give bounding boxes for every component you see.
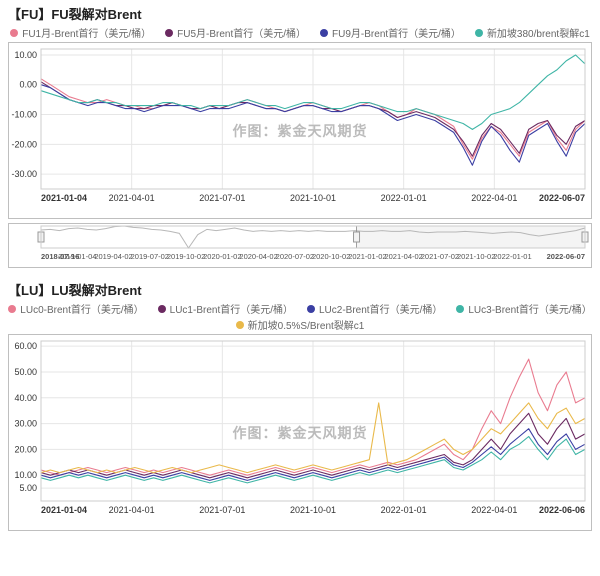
svg-text:-30.00: -30.00 [11,169,37,179]
svg-text:2021-07-01: 2021-07-01 [199,505,245,515]
legend-item[interactable]: FU9月-Brent首行（美元/桶） [320,25,461,40]
legend-label: FU5月-Brent首行（美元/桶） [177,25,306,40]
legend-item[interactable]: 新加坡0.5%S/Brent裂解c1 [236,317,365,332]
svg-text:2019-10-02: 2019-10-02 [167,252,205,261]
legend-swatch [8,305,16,313]
svg-text:2021-04-01: 2021-04-01 [109,505,155,515]
svg-text:2020-07-02: 2020-07-02 [276,252,314,261]
legend-label: LUc3-Brent首行（美元/桶） [468,301,591,316]
legend-item[interactable]: LUc1-Brent首行（美元/桶） [158,301,293,316]
panel-fu: 【FU】FU裂解对Brent FU1月-Brent首行（美元/桶） FU5月-Br… [0,0,600,276]
svg-text:2020-04-02: 2020-04-02 [239,252,277,261]
legend-label: LUc1-Brent首行（美元/桶） [170,301,293,316]
legend-swatch [475,29,483,37]
svg-text:2022-01-01: 2022-01-01 [493,252,531,261]
legend-item[interactable]: LUc3-Brent首行（美元/桶） [456,301,591,316]
panel-lu-title: 【LU】LU裂解对Brent [8,280,592,299]
legend-swatch [236,321,244,329]
svg-text:2021-04-01: 2021-04-01 [109,193,155,203]
svg-text:2022-04-01: 2022-04-01 [471,193,517,203]
panel-fu-chart: 10.00 0.00 -10.00 -20.00 -30.00 2021-01-04 202… [8,42,592,219]
legend-item[interactable]: LUc2-Brent首行（美元/桶） [307,301,442,316]
svg-text:2021-01-04: 2021-01-04 [41,193,87,203]
legend-label: LUc2-Brent首行（美元/桶） [319,301,442,316]
svg-text:60.00: 60.00 [14,341,37,351]
svg-text:20.00: 20.00 [14,444,37,454]
svg-text:50.00: 50.00 [14,367,37,377]
svg-text:2022-06-07: 2022-06-07 [539,193,585,203]
panel-lu-legend-row2: 新加坡0.5%S/Brent裂解c1 [8,317,592,332]
legend-swatch [456,305,464,313]
svg-text:2020-01-02: 2020-01-02 [203,252,241,261]
svg-text:2021-01-04: 2021-01-04 [41,505,87,515]
legend-swatch [307,305,315,313]
svg-text:2021-04-02: 2021-04-02 [384,252,422,261]
legend-label: LUc0-Brent首行（美元/桶） [20,301,143,316]
panel-fu-brush[interactable]: 2018-07-162019-01-042019-04-022019-07-02… [8,223,592,268]
svg-text:2021-07-02: 2021-07-02 [421,252,459,261]
svg-text:2019-04-02: 2019-04-02 [94,252,132,261]
legend-item[interactable]: FU1月-Brent首行（美元/桶） [10,25,151,40]
svg-text:-10.00: -10.00 [11,110,37,120]
panel-fu-legend: FU1月-Brent首行（美元/桶） FU5月-Brent首行（美元/桶） FU9月… [8,25,592,40]
svg-text:2022-06-07: 2022-06-07 [547,252,585,261]
svg-text:10.00: 10.00 [14,470,37,480]
legend-item[interactable]: FU5月-Brent首行（美元/桶） [165,25,306,40]
svg-text:2021-01-02: 2021-01-02 [348,252,386,261]
panel-lu-chart: 60.00 50.00 40.00 30.00 20.00 10.00 5.00 2021-0… [8,334,592,531]
legend-label: FU9月-Brent首行（美元/桶） [332,25,461,40]
svg-text:2022-01-01: 2022-01-01 [381,193,427,203]
panel-fu-title: 【FU】FU裂解对Brent [8,4,592,23]
svg-text:0.00: 0.00 [19,80,37,90]
legend-item[interactable]: LUc0-Brent首行（美元/桶） [8,301,143,316]
svg-text:2022-04-01: 2022-04-01 [471,505,517,515]
legend-item[interactable]: 新加坡380/brent裂解c1 [475,25,590,40]
svg-text:2019-01-04: 2019-01-04 [58,252,96,261]
svg-text:2021-07-01: 2021-07-01 [199,193,245,203]
svg-text:2021-10-02: 2021-10-02 [457,252,495,261]
legend-swatch [10,29,18,37]
svg-text:2022-06-06: 2022-06-06 [539,505,585,515]
svg-text:2019-07-02: 2019-07-02 [131,252,169,261]
svg-text:2020-10-02: 2020-10-02 [312,252,350,261]
legend-label: 新加坡0.5%S/Brent裂解c1 [248,317,365,332]
svg-text:2022-01-01: 2022-01-01 [381,505,427,515]
svg-text:5.00: 5.00 [19,483,37,493]
panel-lu: 【LU】LU裂解对Brent LUc0-Brent首行（美元/桶） LUc1-Br… [0,276,600,539]
legend-swatch [158,305,166,313]
svg-text:30.00: 30.00 [14,419,37,429]
svg-text:40.00: 40.00 [14,393,37,403]
svg-text:2021-10-01: 2021-10-01 [290,193,336,203]
legend-label: 新加坡380/brent裂解c1 [487,25,590,40]
svg-text:10.00: 10.00 [14,50,37,60]
legend-swatch [320,29,328,37]
legend-label: FU1月-Brent首行（美元/桶） [22,25,151,40]
svg-text:-20.00: -20.00 [11,139,37,149]
panel-lu-legend-row1: LUc0-Brent首行（美元/桶） LUc1-Brent首行（美元/桶） LUc2… [8,301,592,316]
legend-swatch [165,29,173,37]
svg-text:2021-10-01: 2021-10-01 [290,505,336,515]
